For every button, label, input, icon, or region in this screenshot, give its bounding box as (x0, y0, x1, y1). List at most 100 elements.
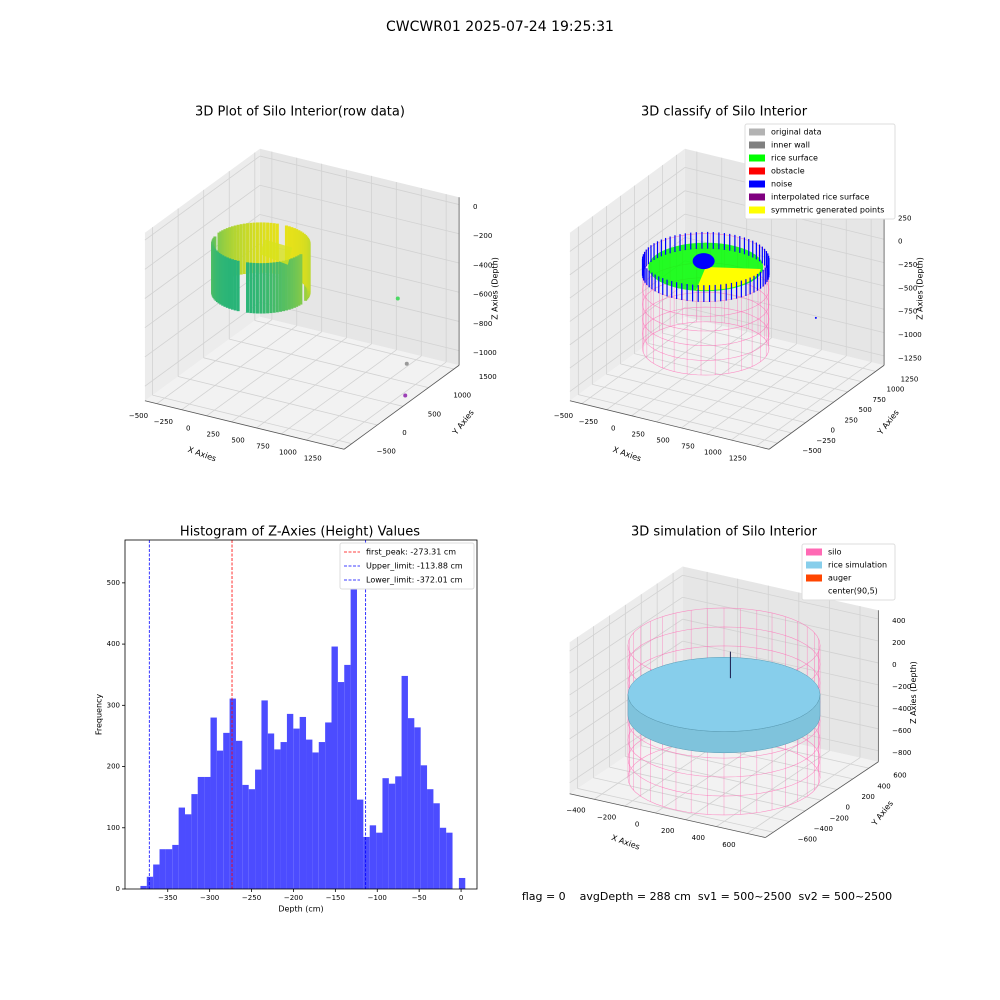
outlier-point (395, 296, 400, 301)
grid-line (254, 320, 455, 370)
grid-line (569, 618, 683, 696)
z-tick-label: −1000 (473, 349, 497, 357)
x-tick-label: 600 (722, 841, 735, 849)
rice-simulation (627, 656, 821, 732)
pane-left (144, 148, 260, 401)
outlier-point (403, 393, 408, 398)
pane-back (259, 148, 460, 366)
histogram-bar (337, 682, 345, 889)
grid-line (569, 213, 686, 299)
legend-box (744, 123, 896, 220)
x-tick-label: 500 (656, 436, 669, 444)
grid-line (685, 743, 800, 821)
status-footer: flag = 0 avgDepth = 288 cm sv1 = 500~250… (522, 890, 892, 903)
grid-line (682, 596, 879, 642)
grid-line (731, 355, 847, 441)
y-tick-label: 500 (428, 410, 441, 418)
y-tick-label: −500 (802, 447, 821, 455)
y-tick-label: 300 (107, 701, 120, 709)
histogram-bar (344, 664, 351, 889)
x-axis (144, 400, 345, 450)
grid-line (144, 301, 261, 387)
grid-line (152, 394, 352, 445)
histogram-bar (414, 727, 421, 889)
y-axis (765, 761, 879, 838)
histogram-bar (178, 807, 186, 889)
y-tick-label: 0 (830, 427, 834, 435)
grid-line (746, 757, 861, 834)
x-tick-label: 250 (631, 430, 644, 438)
y-tick-label: 400 (107, 640, 120, 648)
x-tick-label: −250 (579, 418, 598, 426)
y-tick-label: 1000 (887, 386, 905, 394)
panel-title: 3D Plot of Silo Interior(row data) (195, 105, 405, 120)
y-axis (343, 364, 460, 450)
x-tick-label: −150 (326, 894, 345, 902)
histogram-bar (204, 776, 211, 889)
grid-line (578, 394, 778, 444)
grid-line (259, 301, 460, 352)
histogram-bar (242, 784, 249, 889)
histogram-bar (153, 864, 160, 889)
y-tick-label: −200 (830, 814, 849, 822)
z-tick-label: −800 (892, 749, 911, 757)
histogram-bar (306, 739, 313, 889)
z-tick-label: −750 (898, 308, 917, 316)
x-tick-label: −400 (566, 807, 585, 815)
histogram-bar (376, 832, 383, 889)
histogram-bar (312, 752, 319, 889)
z-tick-label: −200 (892, 683, 911, 691)
z-tick-label: −800 (473, 320, 492, 328)
legend-swatch (749, 193, 765, 201)
y-axis (768, 364, 885, 450)
x-tick-label: 0 (611, 424, 615, 432)
histogram-bar (369, 825, 377, 889)
pane-bottom (569, 316, 885, 450)
histogram-bar (350, 554, 357, 889)
legend-label: rice simulation (828, 561, 887, 570)
x-tick-label: −300 (200, 894, 219, 902)
grid-line (581, 319, 698, 404)
histogram-bar (235, 740, 243, 889)
z-tick-label: −400 (892, 705, 911, 713)
grid-line (569, 167, 686, 252)
histogram-bar (382, 778, 389, 889)
histogram-bar (159, 849, 166, 889)
grid-line (256, 343, 372, 429)
grid-line (569, 640, 683, 718)
panel-title: Histogram of Z-Axies (Height) Values (180, 525, 420, 540)
histogram-bar (248, 789, 256, 889)
grid-line (662, 332, 862, 383)
grid-line (592, 383, 792, 434)
z-axis-label: Z Axies (Depth) (915, 257, 924, 320)
grid-line (330, 361, 447, 447)
grid-line (569, 574, 683, 652)
x-tick-label: −50 (412, 894, 427, 902)
z-tick-label: 200 (892, 639, 905, 647)
histogram-bar (388, 783, 396, 889)
z-axis-label: Z Axies (Depth) (909, 661, 918, 724)
figure-title: CWCWR01 2025-07-24 19:25:31 (386, 19, 614, 35)
x-tick-label: 0 (186, 424, 190, 432)
x-tick-label: 1000 (279, 449, 297, 457)
histogram-bar (229, 698, 236, 889)
grid-line (716, 750, 830, 827)
x-tick-label: −350 (158, 894, 177, 902)
legend-box (801, 543, 896, 601)
legend-label: interpolated rice surface (771, 193, 869, 202)
grid-line (569, 190, 686, 276)
x-axis (569, 400, 770, 450)
x-axis-label: Depth (cm) (278, 905, 323, 914)
legend-label: symmetric generated points (771, 206, 884, 215)
x-axis (569, 793, 766, 838)
histogram-bar (407, 718, 415, 889)
histogram-bar (401, 675, 408, 889)
grid-line (144, 272, 261, 358)
grid-line (144, 155, 261, 241)
grid-line (259, 214, 460, 264)
histogram-bar (293, 728, 300, 889)
histogram-bar (267, 733, 275, 889)
z-tick-label: 0 (898, 238, 902, 246)
x-tick-label: 1250 (304, 455, 322, 463)
grid-line (631, 331, 747, 417)
